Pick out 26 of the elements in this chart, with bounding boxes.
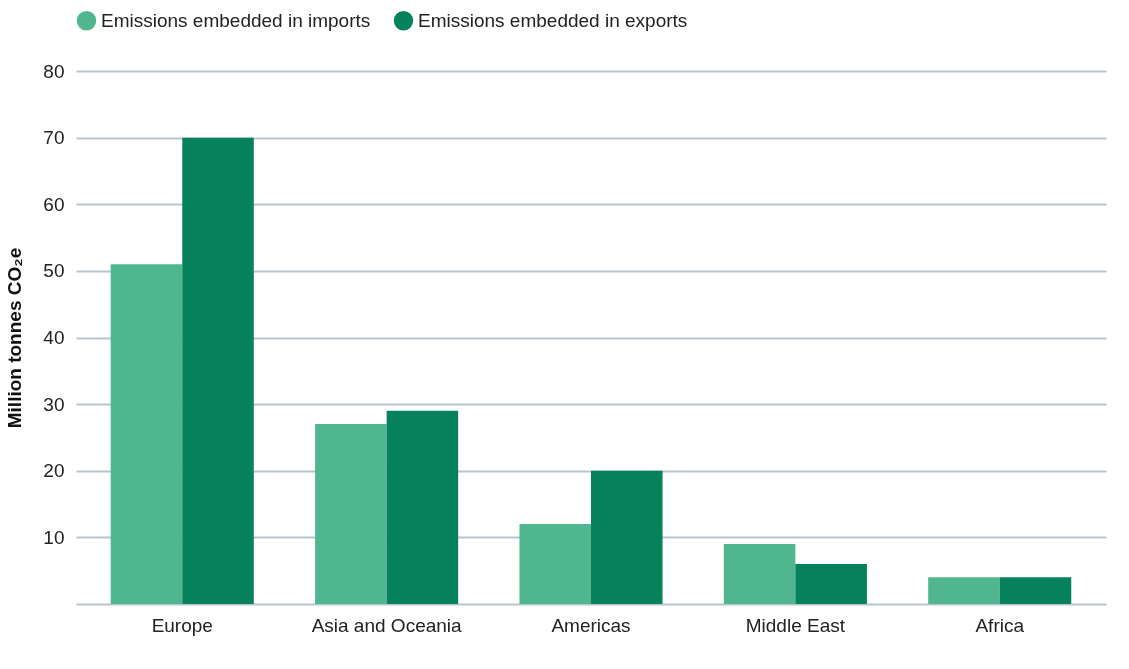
y-tick-label: 40 <box>43 327 65 348</box>
bar <box>795 564 867 604</box>
bar <box>999 577 1072 604</box>
x-tick-label: Middle East <box>745 614 846 636</box>
y-tick-label: 20 <box>43 460 65 482</box>
bar <box>723 544 796 604</box>
bar <box>315 424 387 604</box>
bar <box>110 264 183 604</box>
legend-label: Emissions embedded in exports <box>418 9 688 31</box>
y-axis-title: Million tonnes CO₂e <box>4 247 26 429</box>
y-tick-label: 10 <box>43 526 65 548</box>
y-tick-label: 30 <box>43 393 65 415</box>
y-tick-label: 50 <box>43 260 65 282</box>
x-tick-label: Africa <box>975 614 1025 636</box>
y-tick-label: 80 <box>43 60 65 82</box>
x-tick-label: Americas <box>551 614 631 636</box>
bar <box>182 137 254 604</box>
x-tick-label: Asia and Oceania <box>311 614 463 636</box>
legend-label: Emissions embedded in imports <box>101 9 371 31</box>
y-tick-label: 60 <box>43 193 65 215</box>
x-tick-label: Europe <box>151 614 213 636</box>
bar <box>519 524 591 604</box>
bar <box>386 410 459 604</box>
bar <box>591 470 663 604</box>
bar <box>928 577 1000 604</box>
y-tick-label: 70 <box>43 127 65 149</box>
